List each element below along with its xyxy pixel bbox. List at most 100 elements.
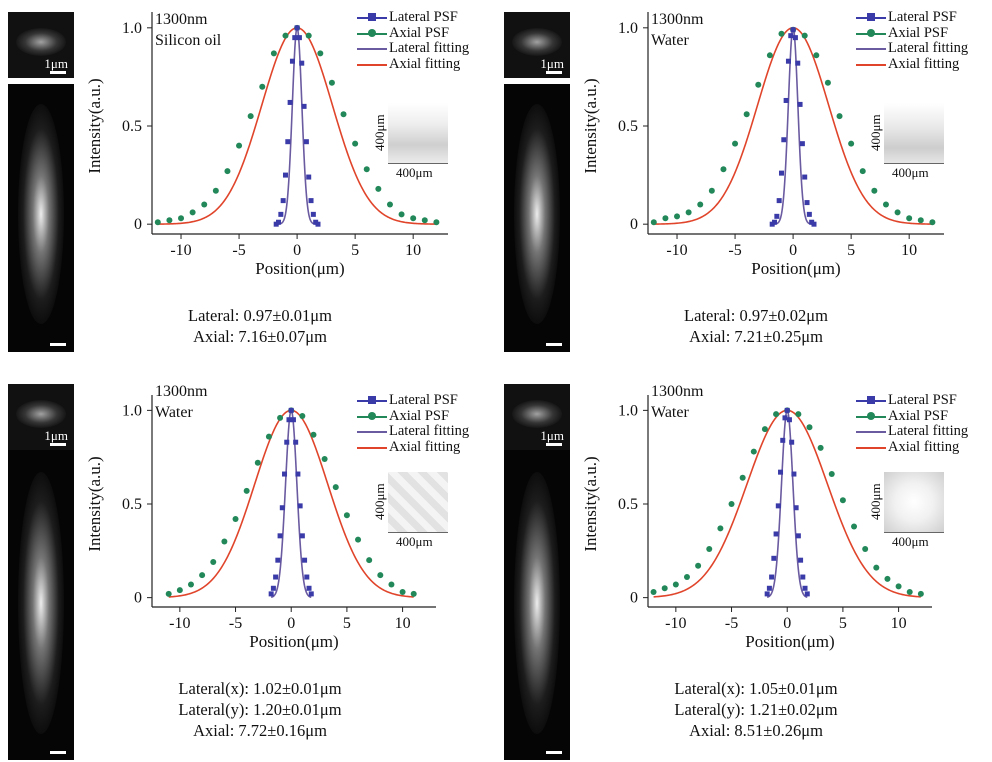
x-tick-label: -10 bbox=[665, 615, 686, 632]
lateral-psf-point bbox=[287, 99, 293, 105]
scale-bar-label: 1μm bbox=[540, 428, 564, 443]
psf-panel-water-3: 1μm -10 -5 0 5 10 0 0.5 1.0 Position(μm) Intensity… bbox=[496, 381, 992, 762]
axial-psf-point bbox=[862, 545, 869, 552]
axial-psf-point bbox=[795, 411, 802, 418]
lateral-psf-point bbox=[308, 591, 314, 597]
summary-line: Axial: 8.51±0.26μm bbox=[689, 721, 823, 740]
axial-psf-point bbox=[366, 557, 373, 564]
axial-psf-point bbox=[871, 187, 878, 194]
x-axis-label: Position(μm) bbox=[255, 259, 344, 278]
lateral-psf-point bbox=[295, 471, 301, 477]
axial-psf-point bbox=[778, 30, 785, 37]
scale-bar bbox=[50, 443, 66, 446]
psf-lateral-image: 1μm bbox=[504, 384, 570, 450]
y-tick-label: 0.5 bbox=[618, 118, 638, 135]
axial-psf-point bbox=[683, 574, 690, 581]
y-tick-label: 0.5 bbox=[122, 118, 142, 135]
x-tick-label: -5 bbox=[728, 242, 741, 259]
x-axis-label: Position(μm) bbox=[249, 632, 338, 651]
legend-line-sample bbox=[357, 63, 387, 66]
scale-bar bbox=[50, 751, 66, 754]
fwhm-summary: Lateral: 0.97±0.01μm Axial: 7.16±0.07μm bbox=[50, 305, 470, 347]
axial-psf-point bbox=[165, 590, 172, 597]
lateral-psf-point bbox=[285, 139, 291, 145]
psf-lateral-spot bbox=[16, 28, 66, 56]
legend-square-marker bbox=[867, 396, 875, 404]
summary-line: Axial: 7.21±0.25μm bbox=[689, 327, 823, 346]
x-tick-label: 5 bbox=[351, 242, 359, 259]
fwhm-summary: Lateral(x): 1.02±0.01μm Lateral(y): 1.20±… bbox=[50, 678, 470, 741]
lateral-fitting-curve bbox=[276, 26, 318, 225]
legend-circle-marker bbox=[368, 411, 376, 420]
axial-psf-point bbox=[388, 581, 395, 588]
axial-psf-point bbox=[824, 79, 831, 86]
axial-psf-point bbox=[199, 572, 206, 579]
lateral-psf-point bbox=[771, 555, 777, 561]
lateral-fitting-curve bbox=[270, 409, 312, 599]
axial-psf-point bbox=[421, 217, 428, 224]
axial-psf-point bbox=[839, 497, 846, 504]
psf-axial-spot bbox=[514, 104, 560, 324]
axial-psf-point bbox=[697, 201, 704, 208]
axial-psf-point bbox=[761, 426, 768, 433]
axial-psf-point bbox=[377, 572, 384, 579]
lateral-psf-point bbox=[772, 219, 778, 225]
lateral-psf-point bbox=[798, 557, 804, 563]
lateral-psf-point bbox=[811, 221, 817, 227]
lateral-psf-point bbox=[270, 585, 276, 591]
legend-square-marker bbox=[368, 13, 376, 21]
lateral-psf-point bbox=[277, 533, 283, 539]
y-tick-label: 1.0 bbox=[618, 402, 638, 419]
legend-line-sample bbox=[856, 63, 886, 66]
axial-psf-point bbox=[766, 52, 773, 59]
legend-line-sample bbox=[856, 48, 886, 50]
annotation-line: 1300nm bbox=[651, 11, 704, 28]
x-tick-label: 10 bbox=[405, 242, 421, 259]
lateral-psf-point bbox=[268, 591, 274, 597]
axial-psf-point bbox=[836, 113, 843, 120]
y-axis-label: Intensity(a.u.) bbox=[85, 456, 104, 551]
axial-psf-point bbox=[212, 187, 219, 194]
axial-psf-point bbox=[221, 538, 228, 545]
axial-psf-point bbox=[661, 585, 668, 592]
legend-label: Axial PSF bbox=[888, 24, 949, 41]
inset-y-label: 400μm bbox=[372, 483, 387, 520]
lateral-psf-point bbox=[804, 200, 810, 206]
psf-lateral-spot bbox=[512, 28, 562, 56]
psf-axial-spot bbox=[18, 472, 64, 734]
axial-psf-point bbox=[650, 589, 657, 596]
annotation-line: Silicon oil bbox=[155, 32, 222, 49]
psf-chart: -10 -5 0 5 10 0 0.5 1.0 Position(μm) Intensity(a.… bbox=[581, 395, 932, 651]
lateral-psf-point bbox=[297, 503, 303, 509]
axial-psf-point bbox=[750, 448, 757, 455]
axial-psf-point bbox=[310, 431, 317, 438]
legend-line-sample bbox=[856, 446, 886, 449]
axial-psf-point bbox=[859, 168, 866, 175]
x-tick-label: -10 bbox=[170, 242, 191, 259]
axial-psf-point bbox=[343, 512, 350, 519]
axial-psf-point bbox=[728, 501, 735, 507]
lateral-psf-point bbox=[315, 221, 321, 227]
psf-chart: -10 -5 0 5 10 0 0.5 1.0 Position(μm) Intensity(a.… bbox=[85, 395, 436, 651]
axial-psf-point bbox=[232, 515, 239, 522]
x-axis-label: Position(μm) bbox=[751, 259, 840, 278]
annotation-line: Water bbox=[651, 32, 689, 49]
x-tick-label: 5 bbox=[343, 615, 351, 632]
axial-psf-point bbox=[739, 474, 746, 481]
axial-psf-point bbox=[243, 487, 250, 494]
y-tick-label: 0.5 bbox=[122, 496, 142, 513]
lateral-psf-point bbox=[802, 585, 808, 591]
x-axis-label: Position(μm) bbox=[745, 632, 834, 651]
lateral-psf-point bbox=[791, 471, 797, 477]
y-tick-label: 1.0 bbox=[122, 402, 142, 419]
legend-label: Lateral fitting bbox=[389, 40, 470, 56]
summary-line: Lateral(x): 1.05±0.01μm bbox=[674, 679, 838, 698]
axial-psf-point bbox=[270, 50, 277, 57]
y-axis-label: Intensity(a.u.) bbox=[581, 78, 600, 173]
psf-axial-image bbox=[8, 450, 74, 760]
axial-psf-point bbox=[650, 219, 657, 226]
lateral-psf-point bbox=[790, 27, 796, 33]
x-tick-label: 5 bbox=[847, 242, 855, 259]
lateral-psf-point bbox=[804, 591, 810, 597]
x-tick-label: -5 bbox=[229, 615, 242, 632]
